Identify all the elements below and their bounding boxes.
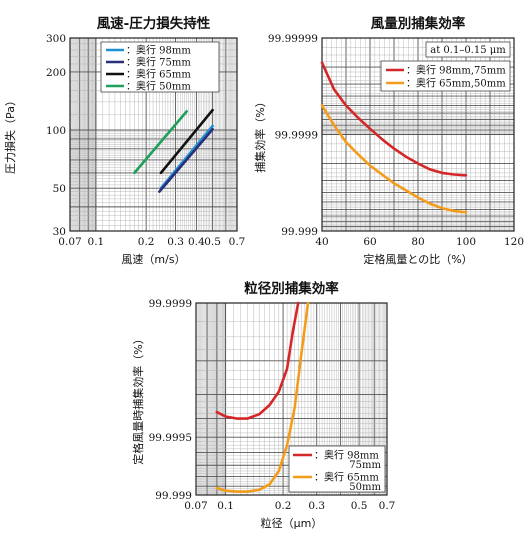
y-tick-label: 99.9999 <box>149 298 192 310</box>
chart-particle-size: 粒径別捕集効率 0.07 0.1 0.2 0.3 0.5 0.7 99.999 99.9995 9… <box>131 280 395 530</box>
series-line-1 <box>320 61 468 177</box>
x-tick-label: 0.1 <box>217 500 234 512</box>
legend-box <box>380 60 511 92</box>
legend-label: 75mm <box>349 460 381 471</box>
y-tick-label: 99.999 <box>155 490 192 502</box>
chart1-legend: ：奥行 98mm：奥行 75mm：奥行 65mm：奥行 50mm <box>100 41 220 93</box>
x-tick-label: 0.2 <box>275 500 292 512</box>
x-tick-label: 60 <box>363 236 376 248</box>
series-line-4 <box>133 110 188 175</box>
chart-particle-size-x-axis-label: 粒径（μm） <box>261 516 323 530</box>
legend-label: ：奥行 50mm <box>126 80 191 93</box>
series-line-3 <box>159 108 214 175</box>
chart-particle-size-frame <box>195 302 388 496</box>
y-tick-label: 99.99999 <box>268 33 318 45</box>
annotation-box <box>425 41 511 58</box>
x-tick-label: 0.5 <box>204 236 221 248</box>
legend-label: ：奥行 65mm,50mm <box>406 77 506 90</box>
chart-flow-efficiency: 風量別捕集効率 40 60 80 100 120 99.999 99.9999 99.99999… <box>253 15 524 266</box>
chart-wind-speed-title: 風速-圧力損失持性 <box>97 15 211 32</box>
chart-flow-efficiency-y-axis-label: 捕集効率（%） <box>253 96 267 172</box>
legend-box <box>288 445 386 493</box>
series-line-1 <box>215 301 300 420</box>
y-tick-label: 99.9995 <box>149 432 192 444</box>
x-tick-label: 0.7 <box>229 236 246 248</box>
x-tick-label: 0.2 <box>138 236 155 248</box>
x-tick-label: 0.4 <box>188 236 205 248</box>
legend-label: ：奥行 98mm <box>314 449 379 462</box>
chart-flow-efficiency-x-axis-label: 定格風量との比（%） <box>363 252 472 266</box>
series-line-2 <box>320 104 468 214</box>
y-tick-label: 30 <box>53 226 66 238</box>
x-tick-label: 0.3 <box>167 236 184 248</box>
chart-wind-speed-frame <box>69 37 238 232</box>
chart-wind-speed-y-axis-label: 圧力損失（Pa） <box>3 95 17 174</box>
chart-wind-speed-x-axis-label: 風速（m/s） <box>121 253 185 266</box>
annotation-label: at 0.1–0.15 μm <box>430 45 506 56</box>
y-tick-label: 200 <box>46 67 66 79</box>
chart-flow-efficiency-frame <box>321 37 515 232</box>
x-tick-label: 80 <box>411 236 424 248</box>
x-tick-label: 0.5 <box>351 500 368 512</box>
x-tick-label: 0.7 <box>379 500 396 512</box>
y-tick-label: 99.9999 <box>275 130 318 142</box>
chart-wind-speed: 風速-圧力損失持性 0.07 0.1 0.2 0.3 0.4 0.5 0.7 30 50 100 20… <box>3 15 245 266</box>
legend-label: ：奥行 98mm,75mm <box>406 64 506 77</box>
y-tick-label: 50 <box>53 183 66 195</box>
legend-label: ：奥行 98mm <box>126 44 191 57</box>
legend-label: ：奥行 75mm <box>126 56 191 69</box>
y-tick-label: 99.999 <box>281 226 318 238</box>
series-line-2 <box>158 128 214 193</box>
chart2-legend: at 0.1–0.15 μm ：奥行 98mm,75mm：奥行 65mm,50mm <box>380 41 511 92</box>
legend-label: 50mm <box>349 482 381 493</box>
x-tick-label: 100 <box>456 236 476 248</box>
chart-particle-size-title: 粒径別捕集効率 <box>244 280 339 297</box>
x-tick-label: 0.3 <box>308 500 325 512</box>
legend-label: ：奥行 65mm <box>314 471 379 484</box>
legend-label: ：奥行 65mm <box>126 68 191 81</box>
x-tick-label: 120 <box>504 236 524 248</box>
series-line-2 <box>215 301 310 493</box>
x-tick-label: 0.07 <box>184 500 207 512</box>
y-tick-label: 300 <box>46 33 66 45</box>
x-tick-label: 0.1 <box>88 236 105 248</box>
x-tick-label: 40 <box>315 236 328 248</box>
chart-flow-efficiency-title: 風量別捕集効率 <box>371 15 466 32</box>
y-tick-label: 100 <box>46 125 66 137</box>
x-tick-label: 0.07 <box>58 236 81 248</box>
chart-particle-size-y-axis-label: 定格風量時捕集効率（%） <box>131 333 145 464</box>
